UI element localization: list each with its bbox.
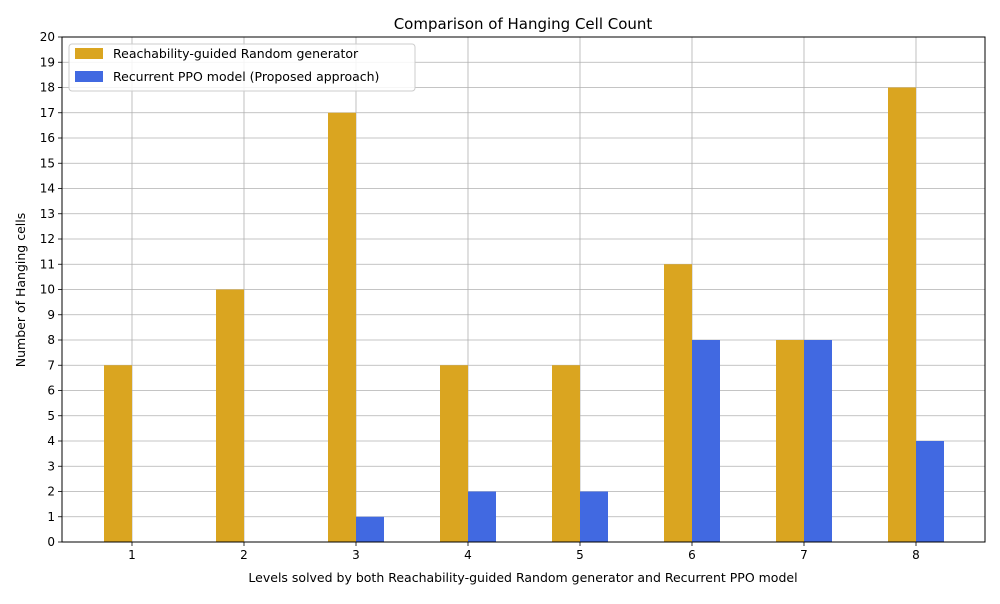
legend-label-random-generator: Reachability-guided Random generator [113, 46, 359, 61]
legend: Reachability-guided Random generator Rec… [68, 43, 416, 92]
y-tick-label: 15 [40, 156, 55, 170]
y-tick-label: 7 [47, 358, 55, 372]
x-tick-label: 8 [912, 548, 920, 562]
bar-recurrent-ppo [468, 491, 496, 542]
grid-lines [62, 36, 985, 543]
legend-box [68, 43, 416, 92]
bar-random-generator [552, 365, 580, 542]
y-tick-label: 9 [47, 308, 55, 322]
x-tick-label: 3 [352, 548, 360, 562]
x-tick-label: 6 [688, 548, 696, 562]
y-tick-label: 3 [47, 459, 55, 473]
bars [104, 87, 944, 542]
x-axis-title: Levels solved by both Reachability-guide… [248, 570, 797, 585]
bar-recurrent-ppo [916, 441, 944, 542]
bar-random-generator [440, 365, 468, 542]
bar-recurrent-ppo [804, 340, 832, 542]
y-tick-label: 11 [40, 257, 55, 271]
bar-random-generator [776, 340, 804, 542]
y-tick-label: 1 [47, 510, 55, 524]
y-tick-label: 5 [47, 409, 55, 423]
chart-title: Comparison of Hanging Cell Count [394, 15, 653, 33]
bar-recurrent-ppo [692, 340, 720, 542]
y-tick-label: 20 [40, 30, 55, 44]
x-tick-label: 2 [240, 548, 248, 562]
y-tick-label: 8 [47, 333, 55, 347]
bar-recurrent-ppo [356, 516, 384, 542]
y-tick-label: 10 [40, 283, 55, 297]
x-tick-label: 7 [800, 548, 808, 562]
y-tick-label: 6 [47, 384, 55, 398]
y-tick-label: 4 [47, 434, 55, 448]
y-tick-label: 13 [40, 207, 55, 221]
y-tick-label: 17 [40, 106, 55, 120]
x-tick-label: 4 [464, 548, 472, 562]
y-tick-label: 12 [40, 232, 55, 246]
y-tick-label: 0 [47, 535, 55, 549]
bar-recurrent-ppo [580, 491, 608, 542]
x-tick-label: 5 [576, 548, 584, 562]
y-tick-label: 18 [40, 81, 55, 95]
y-tick-label: 14 [40, 182, 55, 196]
legend-swatch-random-generator [75, 48, 103, 59]
bar-random-generator [104, 365, 132, 542]
bar-random-generator [216, 289, 244, 542]
y-axis-title: Number of Hanging cells [13, 213, 28, 367]
y-tick-label: 19 [40, 55, 55, 69]
x-tick-label: 1 [128, 548, 136, 562]
bar-random-generator [888, 87, 916, 542]
bar-random-generator [664, 264, 692, 542]
legend-swatch-recurrent-ppo [75, 71, 103, 82]
y-tick-label: 16 [40, 131, 55, 145]
y-tick-label: 2 [47, 485, 55, 499]
bar-random-generator [328, 112, 356, 542]
legend-label-recurrent-ppo: Recurrent PPO model (Proposed approach) [113, 69, 379, 84]
